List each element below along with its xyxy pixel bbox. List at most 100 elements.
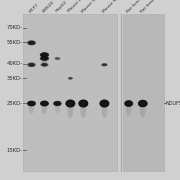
Ellipse shape [102,64,107,66]
Ellipse shape [79,100,87,107]
Ellipse shape [40,52,49,58]
Ellipse shape [125,101,132,106]
Text: 15KD-: 15KD- [6,148,22,153]
Ellipse shape [43,58,46,59]
Ellipse shape [27,101,36,106]
Text: 35KD-: 35KD- [7,76,22,81]
Ellipse shape [56,58,59,59]
Ellipse shape [42,53,47,57]
Ellipse shape [30,103,33,104]
Ellipse shape [40,100,49,106]
Ellipse shape [42,102,47,114]
Ellipse shape [56,103,59,104]
Ellipse shape [69,103,71,104]
Ellipse shape [41,53,48,57]
Ellipse shape [40,57,48,60]
Ellipse shape [82,103,84,104]
Ellipse shape [43,102,46,104]
Ellipse shape [42,102,47,105]
Ellipse shape [40,52,49,57]
Ellipse shape [41,57,48,60]
Ellipse shape [54,57,61,60]
Ellipse shape [55,57,60,60]
Ellipse shape [141,102,144,105]
Ellipse shape [55,102,60,105]
Ellipse shape [141,102,145,105]
Ellipse shape [100,100,109,107]
Text: Mouse kidney: Mouse kidney [68,0,92,14]
Ellipse shape [43,64,46,66]
Ellipse shape [68,77,73,80]
Ellipse shape [28,41,35,45]
Ellipse shape [69,78,71,79]
Ellipse shape [69,77,72,79]
Ellipse shape [30,42,33,44]
Ellipse shape [101,101,108,106]
Ellipse shape [68,102,73,105]
Ellipse shape [30,42,33,44]
Ellipse shape [28,101,35,106]
Ellipse shape [124,100,133,107]
Ellipse shape [138,100,148,107]
Text: 40KD-: 40KD- [6,61,22,66]
Ellipse shape [43,54,46,56]
Ellipse shape [30,64,33,66]
Ellipse shape [101,100,108,107]
Ellipse shape [81,102,86,105]
Ellipse shape [101,63,108,66]
Ellipse shape [65,99,75,107]
Ellipse shape [28,41,35,45]
Ellipse shape [66,100,75,107]
Ellipse shape [41,57,48,60]
Ellipse shape [42,64,47,66]
Text: 25KD-: 25KD- [6,101,22,106]
Ellipse shape [139,100,147,107]
Ellipse shape [28,101,35,106]
Ellipse shape [42,102,47,105]
Ellipse shape [69,102,72,105]
Ellipse shape [54,101,61,106]
Ellipse shape [41,101,48,106]
Ellipse shape [41,53,48,57]
Ellipse shape [42,64,47,66]
Ellipse shape [99,99,109,107]
Ellipse shape [81,102,86,105]
Ellipse shape [103,64,105,65]
Ellipse shape [101,102,107,118]
Ellipse shape [40,56,49,61]
Ellipse shape [29,102,34,105]
Text: NDUFS3: NDUFS3 [165,101,180,106]
Ellipse shape [41,63,48,66]
Ellipse shape [103,102,106,105]
Ellipse shape [80,100,87,107]
Text: Rat liver: Rat liver [126,0,142,14]
Ellipse shape [127,102,130,105]
Ellipse shape [102,102,107,105]
Ellipse shape [44,103,45,104]
Ellipse shape [69,78,72,79]
Ellipse shape [140,101,146,106]
Ellipse shape [55,102,60,113]
Ellipse shape [68,102,73,105]
Ellipse shape [41,63,48,66]
Ellipse shape [82,102,85,105]
Ellipse shape [102,101,107,106]
Ellipse shape [126,102,131,105]
Ellipse shape [28,63,35,67]
Ellipse shape [29,42,34,44]
Text: Rat heart: Rat heart [140,0,157,14]
Ellipse shape [103,64,106,66]
Ellipse shape [30,42,33,44]
Ellipse shape [141,103,144,104]
Ellipse shape [68,77,72,79]
Ellipse shape [42,58,46,59]
Ellipse shape [103,102,106,105]
Ellipse shape [69,102,72,105]
Text: MCF7: MCF7 [29,2,40,14]
Ellipse shape [68,77,73,80]
Ellipse shape [79,100,88,107]
Ellipse shape [42,64,46,66]
Ellipse shape [53,101,61,106]
Ellipse shape [40,101,49,106]
Ellipse shape [29,63,34,66]
